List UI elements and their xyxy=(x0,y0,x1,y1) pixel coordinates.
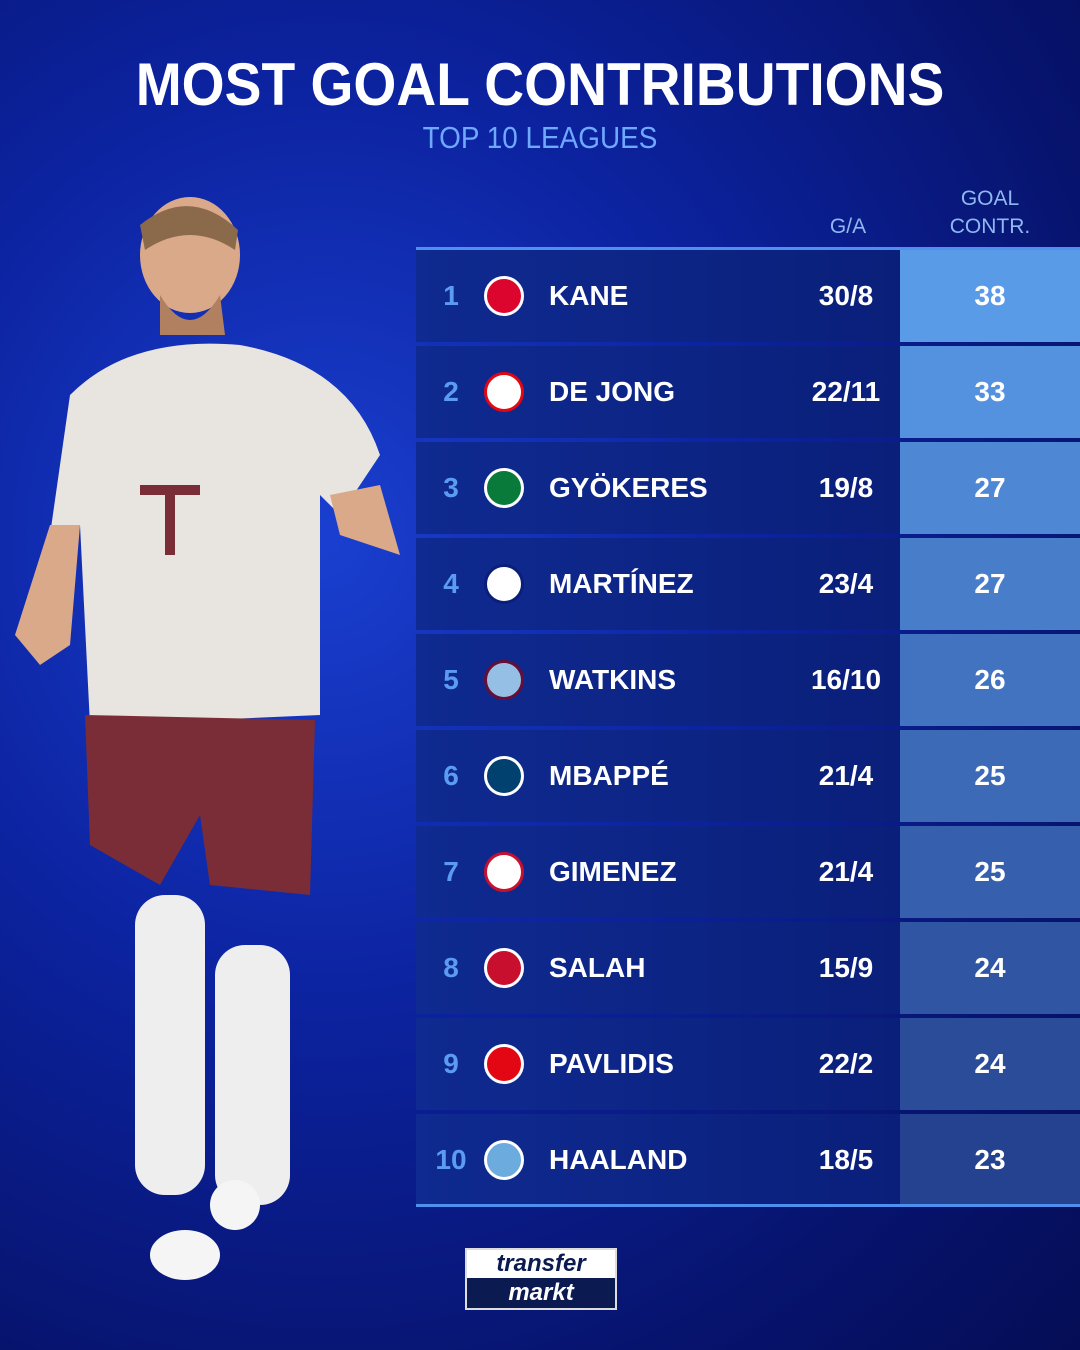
table-row: 4 MARTÍNEZ 23/4 27 xyxy=(416,538,1080,630)
goal-contributions: 27 xyxy=(900,442,1080,534)
player-name: PAVLIDIS xyxy=(549,1048,674,1079)
goals-assists: 21/4 xyxy=(818,760,874,791)
player-name: KANE xyxy=(549,280,629,311)
manchester-city-crest-icon xyxy=(484,1140,524,1180)
table-row: 10 HAALAND 18/5 23 xyxy=(416,1114,1080,1206)
player-name: DE JONG xyxy=(549,376,676,407)
goal-contributions: 24 xyxy=(900,922,1080,1014)
player-name: GYÖKERES xyxy=(549,472,708,503)
rank: 1 xyxy=(443,280,459,311)
rank: 5 xyxy=(443,664,459,695)
table-bottom-divider xyxy=(416,1204,1080,1207)
player-name: GIMENEZ xyxy=(549,856,677,887)
liverpool-crest-icon xyxy=(484,948,524,988)
logo-line1: transfer xyxy=(467,1250,615,1278)
player-name: MBAPPÉ xyxy=(549,760,669,791)
goal-contributions: 27 xyxy=(900,538,1080,630)
rank: 2 xyxy=(443,376,459,407)
table-row: 1 KANE 30/8 38 xyxy=(416,250,1080,342)
table-row: 9 PAVLIDIS 22/2 24 xyxy=(416,1018,1080,1110)
goals-assists: 19/8 xyxy=(818,472,874,503)
aston-villa-crest-icon xyxy=(484,660,524,700)
table-row: 2 DE JONG 22/11 33 xyxy=(416,346,1080,438)
goal-contributions: 38 xyxy=(900,250,1080,342)
feyenoord-crest-icon xyxy=(484,852,524,892)
table-row: 5 WATKINS 16/10 26 xyxy=(416,634,1080,726)
table-top-divider xyxy=(416,247,1080,250)
rank: 9 xyxy=(443,1048,459,1079)
goals-assists: 22/2 xyxy=(818,1048,874,1079)
goals-assists: 15/9 xyxy=(818,952,874,983)
goals-assists: 21/4 xyxy=(818,856,874,887)
player-name: HAALAND xyxy=(549,1144,688,1175)
goal-contributions: 33 xyxy=(900,346,1080,438)
table-row: 7 GIMENEZ 21/4 25 xyxy=(416,826,1080,918)
rank: 4 xyxy=(443,568,459,599)
player-photo xyxy=(15,197,400,1280)
rank: 8 xyxy=(443,952,459,983)
logo-line2: markt xyxy=(508,1279,574,1306)
goals-assists: 23/4 xyxy=(818,568,874,599)
rank: 7 xyxy=(443,856,459,887)
goal-contributions: 24 xyxy=(900,1018,1080,1110)
goals-assists: 16/10 xyxy=(810,664,882,695)
player-name: SALAH xyxy=(549,952,646,983)
rank: 10 xyxy=(435,1144,467,1175)
header-ga-label: G/A xyxy=(829,215,867,238)
psg-crest-icon xyxy=(484,756,524,796)
goal-contributions: 25 xyxy=(900,826,1080,918)
table-row: 6 MBAPPÉ 21/4 25 xyxy=(416,730,1080,822)
az-alkmaar-crest-icon xyxy=(484,1044,524,1084)
header-goal-contr: GOAL CONTR. xyxy=(920,185,1060,241)
inter-crest-icon xyxy=(484,564,524,604)
page-subtitle: TOP 10 LEAGUES xyxy=(422,120,658,155)
rank: 6 xyxy=(443,760,459,791)
goals-assists: 18/5 xyxy=(818,1144,874,1175)
goals-assists: 30/8 xyxy=(818,280,874,311)
table-row: 3 GYÖKERES 19/8 27 xyxy=(416,442,1080,534)
table-row: 8 SALAH 15/9 24 xyxy=(416,922,1080,1014)
page-title: MOST GOAL CONTRIBUTIONS xyxy=(135,51,945,118)
player-name: WATKINS xyxy=(549,664,677,695)
goal-contributions: 25 xyxy=(900,730,1080,822)
transfermarkt-logo: transfer markt xyxy=(465,1248,617,1310)
header-ga: G/A xyxy=(808,213,888,241)
header-contr-line1: GOAL xyxy=(960,187,1020,210)
rank: 3 xyxy=(443,472,459,503)
sporting-cp-crest-icon xyxy=(484,468,524,508)
bayern-munich-crest-icon xyxy=(484,276,524,316)
goals-assists: 22/11 xyxy=(811,376,881,407)
psv-crest-icon xyxy=(484,372,524,412)
goal-contributions: 26 xyxy=(900,634,1080,726)
player-name: MARTÍNEZ xyxy=(549,568,694,599)
header-contr-line2: CONTR. xyxy=(949,215,1031,238)
goal-contributions: 23 xyxy=(900,1114,1080,1206)
